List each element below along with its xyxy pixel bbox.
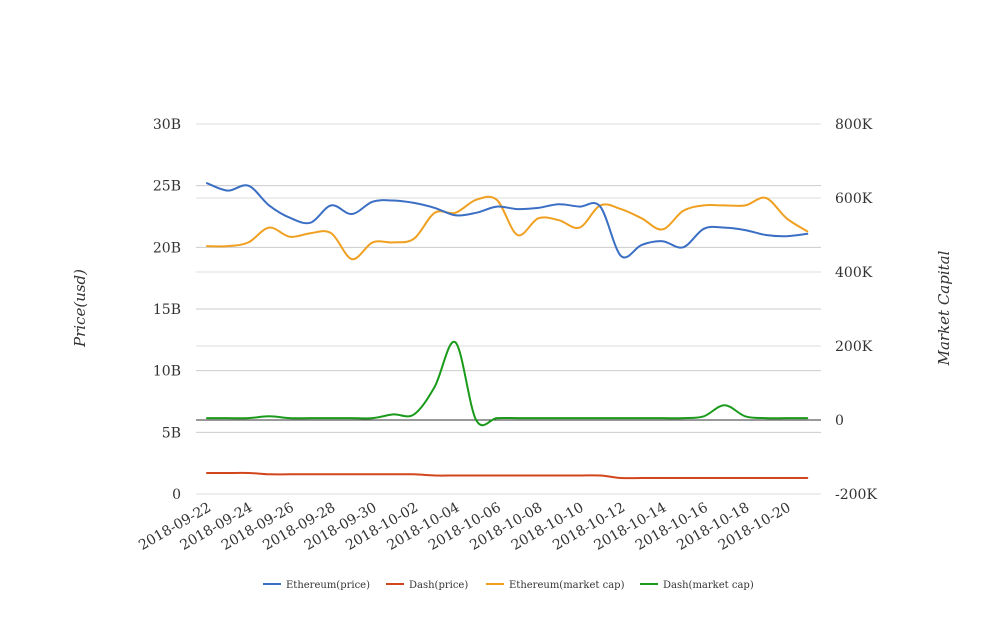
- series-line-ethereum-market-cap: [206, 195, 809, 261]
- left-tick-label: 30B: [153, 117, 181, 133]
- left-tick-label: 5B: [162, 425, 181, 441]
- series-line-dash-price: [206, 471, 809, 480]
- left-tick-label: 10B: [153, 364, 181, 380]
- left-tick-label: 0: [172, 487, 181, 503]
- right-tick-label: 0: [835, 413, 844, 429]
- right-tick-label: 600K: [835, 191, 873, 207]
- left-tick-label: 15B: [153, 302, 181, 318]
- series-line-dash-market-cap: [206, 341, 809, 427]
- x-axis-ticks: 2018-09-222018-09-242018-09-262018-09-28…: [136, 500, 794, 554]
- series-lines: [206, 182, 809, 480]
- right-tick-label: 200K: [835, 339, 873, 355]
- right-tick-label: 800K: [835, 117, 873, 133]
- left-axis-title: Price(usd): [71, 269, 89, 348]
- grid-lines: [196, 123, 821, 495]
- right-tick-label: 400K: [835, 265, 873, 281]
- left-axis-ticks: 0 5B 10B 15B 20B 25B 30B: [153, 117, 181, 503]
- legend-label: Dash(market cap): [663, 580, 754, 591]
- right-axis-title: Market Capital: [935, 250, 953, 366]
- legend-label: Ethereum(market cap): [509, 580, 625, 591]
- left-tick-label: 20B: [153, 240, 181, 256]
- legend-label: Ethereum(price): [286, 580, 370, 591]
- legend: Ethereum(price) Dash(price) Ethereum(marke…: [263, 580, 754, 591]
- series-line-ethereum-price: [206, 182, 809, 259]
- right-tick-label: -200K: [835, 487, 877, 503]
- legend-label: Dash(price): [409, 580, 468, 591]
- right-axis-ticks: -200K 0 200K 400K 600K 800K: [835, 117, 877, 503]
- left-tick-label: 25B: [153, 179, 181, 195]
